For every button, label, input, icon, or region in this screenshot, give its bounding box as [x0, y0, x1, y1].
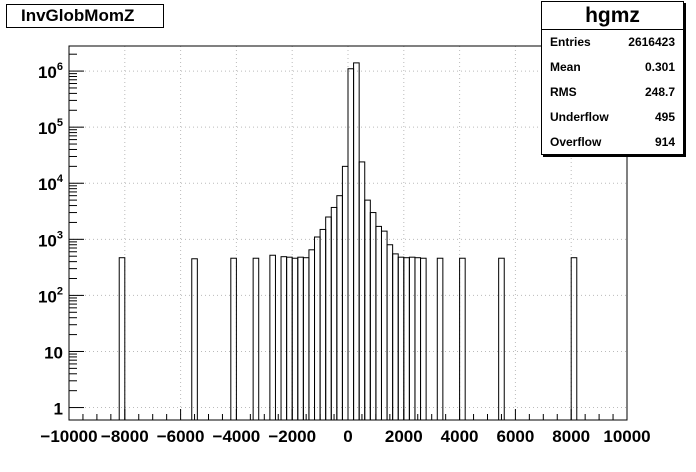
- histogram-bin: [414, 257, 422, 421]
- histogram-bin: [420, 257, 427, 421]
- histogram-bin: [252, 257, 260, 421]
- y-tick-exponent: 5: [57, 117, 63, 129]
- x-tick-label: −6000: [157, 427, 205, 446]
- y-tick-label: 10: [44, 343, 63, 362]
- stat-value: 495: [654, 110, 675, 124]
- y-tick-label: 106: [38, 61, 63, 82]
- histogram-bin: [397, 256, 405, 421]
- y-tick-label: 105: [38, 117, 63, 138]
- histogram-bin: [408, 256, 416, 421]
- stats-name: hgmz: [542, 2, 683, 30]
- histogram-bin: [319, 228, 327, 421]
- histogram-bin: [380, 230, 388, 421]
- stat-label: Mean: [550, 60, 581, 74]
- y-tick-base: 10: [38, 175, 57, 194]
- histogram-bin: [314, 236, 321, 421]
- stat-label: RMS: [550, 85, 577, 99]
- histogram-bin: [230, 257, 237, 421]
- stat-label: Entries: [550, 35, 591, 49]
- histogram-bin: [302, 257, 310, 421]
- histogram-bin: [297, 256, 304, 421]
- y-tick-exponent: 6: [57, 61, 63, 73]
- y-tick-label: 104: [38, 173, 64, 194]
- y-tick-exponent: 3: [57, 229, 63, 241]
- histogram-bin: [436, 257, 444, 421]
- chart-title: InvGlobMomZ: [6, 4, 164, 28]
- y-tick-base: 10: [38, 287, 57, 306]
- x-axis: −10000 −8000 −6000 −4000 −2000 0 2000 4000 6000 8…: [40, 409, 651, 446]
- histogram-bin: [498, 257, 505, 421]
- stat-row-overflow: Overflow 914: [542, 130, 683, 155]
- histogram-bin: [325, 216, 332, 421]
- histogram-bin: [353, 62, 360, 421]
- stat-row-entries: Entries 2616423: [542, 30, 683, 55]
- histogram-bin: [191, 258, 198, 421]
- stat-row-rms: RMS 248.7: [542, 80, 683, 105]
- histogram-bars: [118, 62, 578, 421]
- stat-value: 0.301: [644, 60, 675, 74]
- x-tick-label: −8000: [101, 427, 149, 446]
- histogram-bin: [392, 253, 399, 421]
- y-tick-base: 10: [38, 119, 57, 138]
- y-tick-base: 10: [38, 231, 57, 250]
- histogram-bin: [341, 165, 349, 421]
- stat-label: Underflow: [550, 110, 609, 124]
- histogram-bin: [308, 249, 316, 421]
- y-tick-label: 1: [54, 400, 63, 419]
- histogram-bin: [403, 257, 410, 421]
- stat-label: Overflow: [550, 135, 602, 149]
- histogram-bin: [330, 206, 338, 421]
- x-tick-label: 6000: [496, 427, 534, 446]
- x-tick-label: 2000: [385, 427, 423, 446]
- histogram-bin: [358, 161, 366, 421]
- histogram-bin: [570, 257, 578, 421]
- histogram-bin: [386, 244, 394, 421]
- histogram-bin: [286, 256, 293, 421]
- x-tick-label: −4000: [213, 427, 261, 446]
- grid-lines: [68, 46, 628, 420]
- stats-box: hgmz Entries 2616423 Mean 0.301 RMS 248.…: [541, 1, 684, 155]
- x-tick-label: 0: [343, 427, 352, 446]
- histogram-bin: [280, 256, 288, 421]
- y-tick-label: 103: [38, 229, 63, 250]
- x-tick-label: −2000: [268, 427, 316, 446]
- x-tick-label: 10000: [603, 427, 650, 446]
- histogram-bin: [364, 199, 371, 421]
- stat-value: 2616423: [628, 35, 675, 49]
- y-tick-exponent: 2: [57, 285, 63, 297]
- histogram-bin: [118, 257, 126, 421]
- stat-row-underflow: Underflow 495: [542, 105, 683, 130]
- stat-value: 914: [654, 135, 675, 149]
- x-tick-label: 4000: [441, 427, 479, 446]
- histogram-bin: [459, 257, 466, 421]
- histogram-bin: [336, 195, 343, 421]
- x-tick-label: 8000: [552, 427, 590, 446]
- y-tick-label: 102: [38, 285, 63, 306]
- histogram-bin: [347, 68, 355, 421]
- x-tick-label: −10000: [40, 427, 97, 446]
- histogram-bin: [375, 225, 382, 421]
- histogram-bin: [269, 254, 276, 421]
- y-tick-exponent: 4: [57, 173, 64, 185]
- histogram-bin: [369, 212, 377, 421]
- y-tick-base: 10: [38, 63, 57, 82]
- stat-value: 248.7: [644, 85, 675, 99]
- histogram-bin: [291, 257, 299, 421]
- stat-row-mean: Mean 0.301: [542, 55, 683, 80]
